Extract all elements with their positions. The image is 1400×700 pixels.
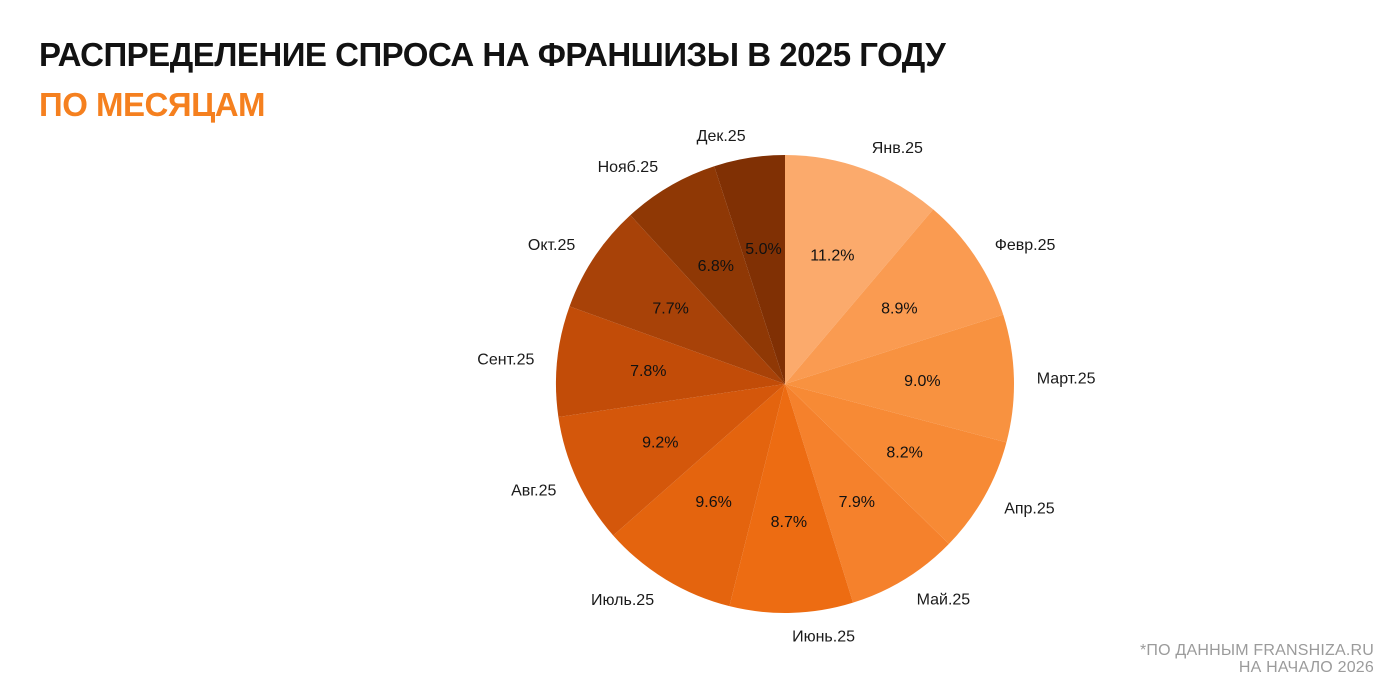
slice-value-label-11: 6.8%	[698, 258, 734, 275]
slice-month-label-10: Окт.25	[528, 237, 576, 254]
slice-value-label-9: 7.8%	[630, 363, 666, 380]
pie-slice-1	[785, 155, 934, 384]
slice-value-label-8: 9.2%	[642, 434, 678, 451]
pie-slice-3	[785, 314, 1014, 443]
page-subtitle: ПО МЕСЯЦАМ	[39, 85, 266, 123]
pie-slice-9	[556, 306, 785, 417]
slice-value-label-10: 7.7%	[652, 300, 688, 317]
pie-slice-7	[613, 384, 785, 607]
slice-month-label-12: Дек.25	[697, 128, 746, 145]
slice-month-label-1: Янв.25	[872, 140, 923, 157]
page-title: РАСПРЕДЕЛЕНИЕ СПРОСА НА ФРАНШИЗЫ В 2025 …	[39, 36, 946, 73]
slice-value-label-2: 8.9%	[881, 300, 917, 317]
slice-month-label-6: Июнь.25	[792, 628, 855, 645]
source-footnote: *ПО ДАННЫМ FRANSHIZA.RU НА НАЧАЛО 2026	[1140, 642, 1374, 676]
slice-month-label-4: Апр.25	[1004, 501, 1055, 518]
pie-slice-12	[714, 155, 785, 384]
pie-slice-4	[785, 384, 1007, 544]
pie-slice-6	[729, 384, 854, 613]
slice-month-label-2: Февр.25	[995, 237, 1056, 254]
pie-slice-10	[569, 215, 785, 384]
slice-month-label-11: Нояб.25	[598, 159, 659, 176]
pie-slice-5	[785, 384, 949, 603]
slice-value-label-12: 5.0%	[745, 241, 781, 258]
slice-value-label-3: 9.0%	[904, 373, 940, 390]
slice-value-label-6: 8.7%	[771, 514, 807, 531]
footnote-line-2: НА НАЧАЛО 2026	[1238, 658, 1374, 676]
slice-value-label-4: 8.2%	[886, 444, 922, 461]
slice-month-label-9: Сент.25	[477, 351, 534, 368]
slice-value-label-7: 9.6%	[695, 494, 731, 511]
slice-month-label-5: Май.25	[917, 591, 971, 608]
slice-month-label-3: Март.25	[1037, 370, 1096, 387]
pie-slice-8	[558, 384, 785, 536]
slice-value-label-1: 11.2%	[810, 248, 854, 265]
footnote-line-1: *ПО ДАННЫМ FRANSHIZA.RU	[1140, 642, 1374, 660]
pie-slice-11	[630, 166, 785, 384]
slice-month-label-7: Июль.25	[591, 592, 654, 609]
pie-slice-2	[785, 209, 1004, 384]
slice-value-label-5: 7.9%	[839, 494, 875, 511]
title-block: РАСПРЕДЕЛЕНИЕ СПРОСА НА ФРАНШИЗЫ В 2025 …	[39, 36, 946, 123]
slice-month-label-8: Авг.25	[511, 482, 556, 499]
